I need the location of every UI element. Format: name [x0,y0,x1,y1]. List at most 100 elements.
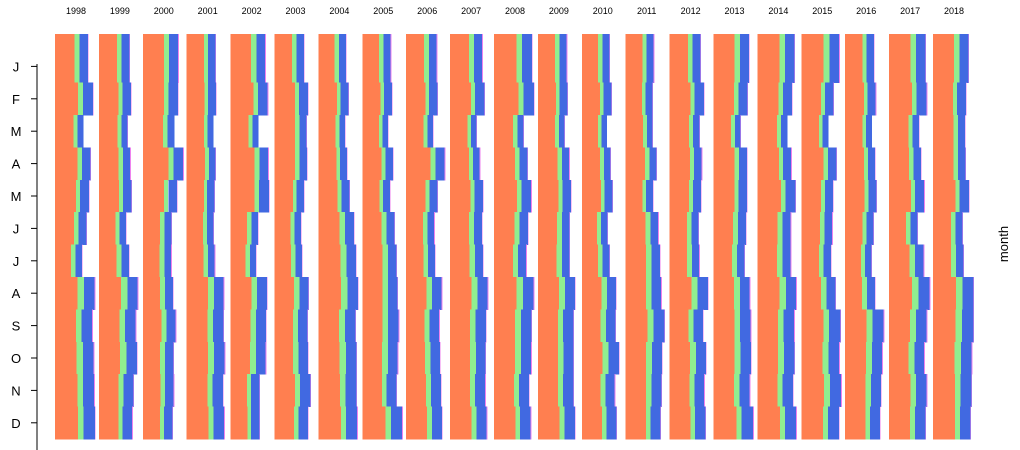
bar-segment [437,82,439,116]
bar-segment [256,50,266,84]
bar-segment [362,277,383,310]
bar-segment [186,406,209,440]
bar-segment [294,82,299,116]
bar-segment [699,244,700,278]
bar-segment [186,115,204,148]
bar-segment [481,212,483,246]
bar-segment [75,244,83,278]
bar-segment [186,34,204,51]
bar-segment [397,277,398,310]
bar-segment [337,179,342,213]
bar-segment [517,115,524,148]
bar-segment [274,374,295,408]
bar-segment [794,309,795,343]
bar-segment [749,374,751,408]
bar-segment [116,34,122,51]
bar-segment [912,115,920,148]
bar-segment [299,147,308,181]
bar-segment [168,147,174,181]
bar-segment [186,374,208,408]
bar-segment [625,82,643,116]
bar-segment [625,244,646,278]
bar-segment [74,34,80,51]
bar-segment [757,179,781,213]
bar-segment [828,147,837,181]
bar-segment [581,341,603,375]
bar-segment [801,406,824,440]
bar-segment [518,82,524,116]
bar-segment [530,406,532,440]
bar-segment [208,406,214,440]
bar-segment [581,212,598,246]
bar-segment [570,179,572,213]
bar-segment [872,341,883,375]
bar-segment [581,179,601,213]
bar-segment [625,147,646,181]
bar-segment [339,341,346,375]
bar-segment [258,212,259,246]
bar-segment [700,34,702,51]
bar-segment [601,406,607,440]
bar-segment [701,147,703,181]
bar-segment [933,277,957,310]
bar-segment [870,374,882,408]
bar-segment [467,115,472,148]
bar-segment [645,82,653,116]
bar-segment [251,50,257,84]
bar-segment [738,82,748,116]
bar-segment [748,34,750,51]
bar-segment [693,115,700,148]
bar-segment [957,82,966,116]
bar-segment [92,309,93,343]
bar-segment [883,309,885,343]
bar-segment [925,406,927,440]
bar-segment [748,50,750,84]
bar-segment [739,50,749,84]
bar-segment [274,212,291,246]
bar-segment [828,406,839,440]
bar-segment [757,309,778,343]
bar-segment [318,212,340,246]
bar-segment [757,244,778,278]
bar-segment [912,82,917,116]
bar-segment [479,147,481,181]
bar-segment [215,82,217,116]
bar-segment [450,309,471,343]
bar-segment [740,277,750,310]
bar-segment [563,374,574,408]
bar-segment [213,406,225,440]
bar-segment [345,341,357,375]
bar-segment [83,406,95,440]
bar-segment [876,179,878,213]
bar-segment [734,50,740,84]
bar-segment [516,50,523,84]
bar-segment [429,82,438,116]
y-tick-label: J [13,254,20,269]
bar-segment [866,115,872,148]
bar-segment [125,309,136,343]
bar-segment [186,50,204,84]
bar-segment [689,341,696,375]
bar-segment [686,212,692,246]
bar-segment [824,374,830,408]
bar-segment [475,374,486,408]
bar-segment [824,212,833,246]
bar-segment [484,82,485,116]
bar-segment [186,277,208,310]
bar-segment [713,406,737,440]
bar-segment [734,147,740,181]
bar-segment [713,50,735,84]
bar-segment [526,244,527,278]
bar-segment [494,309,516,343]
bar-segment [486,406,488,440]
bar-segment [142,277,160,310]
bar-segment [879,406,881,440]
bar-segment [396,244,398,278]
bar-segment [860,244,866,278]
bar-segment [601,277,607,310]
bar-segment [142,147,169,181]
bar-segment [910,179,916,213]
bar-segment [600,309,606,343]
bar-segment [556,82,560,116]
bar-segment [133,374,135,408]
